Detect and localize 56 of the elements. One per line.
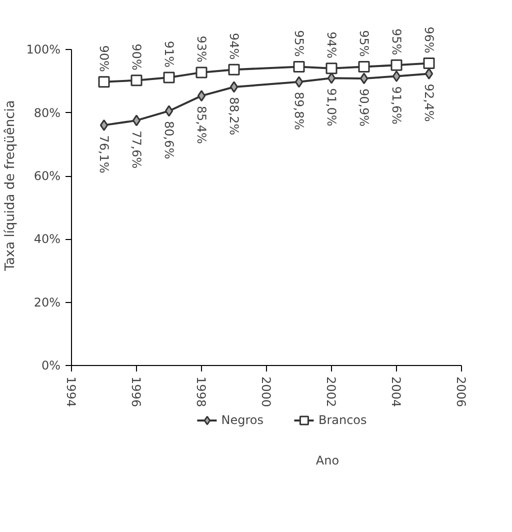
legend-label: Negros <box>221 413 264 427</box>
data-label: 77,6% <box>130 130 144 169</box>
point <box>164 105 174 117</box>
point <box>423 58 435 70</box>
data-label: 91% <box>162 40 176 68</box>
data-label: 91,0% <box>324 88 338 126</box>
x-tick-label: 2006 <box>454 376 468 408</box>
point <box>130 74 142 86</box>
x-tick-label: 2004 <box>389 376 403 408</box>
data-label: 90,9% <box>357 88 371 127</box>
data-label: 80,6% <box>162 120 176 160</box>
x-tick-label: 2000 <box>259 376 273 408</box>
point <box>360 72 368 84</box>
data-label: 95% <box>357 30 371 57</box>
x-tick-label: 2002 <box>324 376 338 408</box>
point <box>197 90 206 102</box>
y-axis-title: Taxa líquida de freqüência <box>3 100 18 272</box>
data-label: 76,1% <box>97 135 111 174</box>
data-label: 85,4% <box>194 106 208 144</box>
x-tick-label: 1998 <box>194 376 208 408</box>
point <box>100 119 108 131</box>
data-label: 94% <box>227 32 241 60</box>
data-label: 96% <box>422 26 436 54</box>
point <box>196 66 208 78</box>
point <box>163 72 175 84</box>
point <box>390 59 402 71</box>
point <box>424 68 434 80</box>
point <box>132 114 141 126</box>
y-tick-label: 0% <box>41 358 61 372</box>
point <box>294 76 304 88</box>
point <box>228 64 240 76</box>
point <box>326 62 338 74</box>
x-tick-label: 1994 <box>64 376 78 408</box>
data-label: 93% <box>194 36 208 62</box>
point <box>392 70 401 82</box>
y-tick-label: 40% <box>34 232 60 246</box>
data-label: 90% <box>97 45 111 72</box>
data-label: 91,6% <box>390 86 404 124</box>
data-label: 95% <box>390 28 404 56</box>
point <box>98 76 110 88</box>
legend-label: Brancos <box>318 413 367 427</box>
point <box>293 61 305 73</box>
data-label: 90% <box>130 44 144 70</box>
data-label: 95% <box>292 30 306 57</box>
x-axis-title: Ano <box>316 454 340 468</box>
point <box>230 81 238 93</box>
y-tick-label: 20% <box>34 295 60 310</box>
y-tick-label: 60% <box>34 169 60 184</box>
y-tick-label: 80% <box>34 106 60 120</box>
data-label: 92,4% <box>422 84 436 122</box>
data-label: 88,2% <box>227 96 241 136</box>
data-label: 89,8% <box>292 92 306 130</box>
y-tick-label: 100% <box>26 42 61 57</box>
data-label: 94% <box>324 32 338 58</box>
x-tick-label: 1996 <box>129 376 143 408</box>
point <box>358 61 370 73</box>
